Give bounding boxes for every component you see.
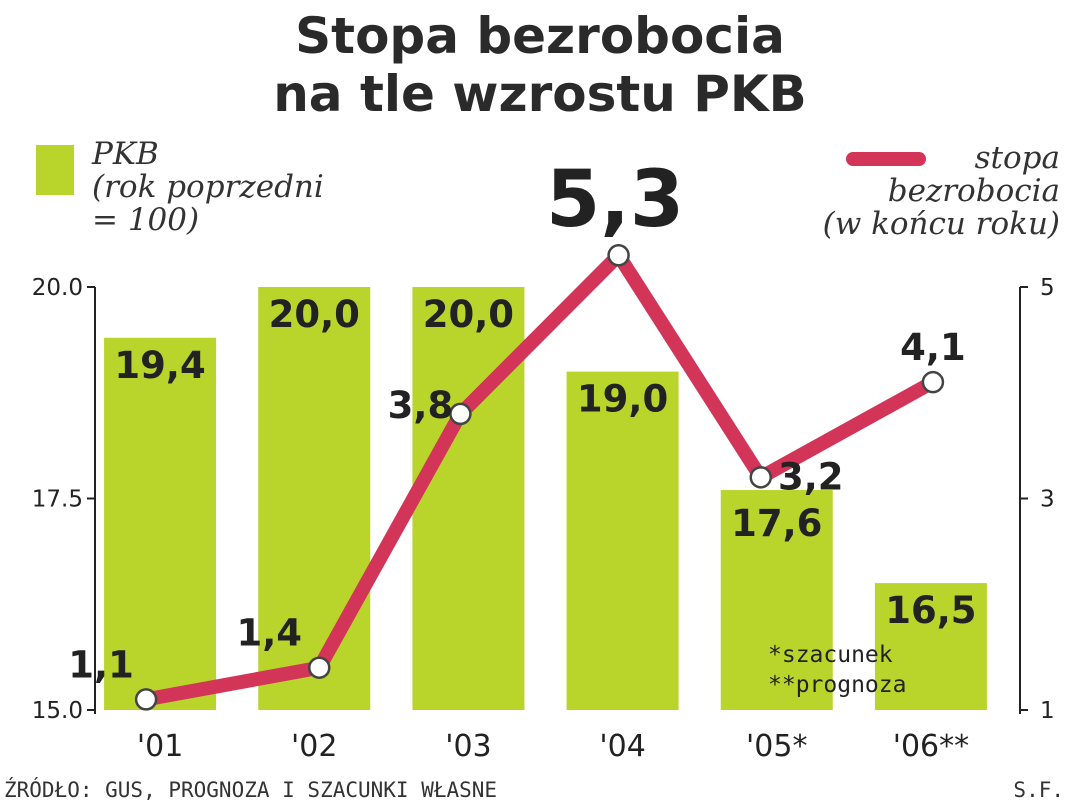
line-point-2 (449, 402, 472, 426)
note-forecast: **prognoza (768, 672, 906, 698)
legend-stopa-line1: stopa (974, 140, 1060, 176)
right-tick-label-1: 3 (1040, 487, 1055, 513)
x-tick-label-1: '02 (291, 729, 337, 764)
legend-stopa-line2: bezrobocia (887, 173, 1060, 209)
line-point-3 (607, 244, 630, 267)
legend-stopa-line3: (w końcu roku) (822, 206, 1060, 242)
legend-pkb-line3: = 100) (92, 202, 200, 238)
bar-pkb-3 (566, 371, 679, 710)
bar-value-label-4: 17,6 (731, 502, 822, 545)
bar-pkb-4 (720, 490, 833, 710)
legend-pkb-swatch (36, 145, 74, 195)
bar-pkb-5 (874, 583, 987, 710)
line-value-label-2: 3,8 (388, 384, 454, 427)
note-estimate: *szacunek (768, 642, 893, 668)
bar-pkb-2 (412, 287, 525, 710)
left-tick-label-0: 20.0 (32, 275, 83, 301)
legend-stopa-swatch (846, 152, 926, 166)
peak-value-label: 5,3 (546, 155, 685, 245)
author-initials: S.F. (1013, 778, 1064, 802)
right-tick-label-0: 5 (1040, 275, 1055, 301)
line-point-0 (134, 688, 158, 711)
line-point-4 (749, 466, 772, 489)
unemployment-line (139, 248, 940, 707)
x-tick-label-0: '01 (137, 729, 183, 764)
x-tick-label-3: '04 (599, 729, 645, 764)
bar-value-label-5: 16,5 (885, 589, 976, 632)
legend-pkb-text: PKB (rok poprzedni = 100) (92, 138, 324, 237)
bar-value-label-0: 19,4 (114, 344, 205, 387)
line-value-label-1: 1,4 (236, 612, 302, 655)
left-tick-label-2: 15.0 (32, 698, 83, 724)
source-note: ŹRÓDŁO: GUS, PROGNOZA I SZACUNKI WŁASNE (4, 778, 498, 802)
line-value-label-0: 1,1 (68, 643, 134, 686)
legend-stopa-text: stopa bezrobocia (w końcu roku) (823, 142, 1060, 241)
bar-value-label-2: 20,0 (423, 293, 514, 336)
x-tick-label-4: '05* (746, 729, 807, 764)
chart-title-line2: na tle wzrostu PKB (273, 65, 807, 123)
left-tick-label-1: 17.5 (32, 487, 83, 513)
bar-pkb-1 (258, 287, 371, 710)
bar-pkb-0 (104, 337, 217, 710)
legend-pkb-line2: (rok poprzedni (92, 169, 324, 205)
right-tick-label-2: 1 (1040, 698, 1055, 724)
chart-title-line1: Stopa bezrobocia (295, 7, 785, 65)
legend-pkb-line1: PKB (92, 136, 159, 172)
x-tick-label-5: '06** (893, 729, 969, 764)
line-point-1 (308, 656, 331, 679)
bar-value-label-1: 20,0 (269, 293, 360, 336)
line-point-5 (921, 370, 945, 394)
line-value-label-4: 3,2 (778, 455, 844, 498)
bar-value-label-3: 19,0 (577, 378, 668, 421)
line-value-label-5: 4,1 (900, 326, 966, 369)
x-tick-label-2: '03 (445, 729, 491, 764)
